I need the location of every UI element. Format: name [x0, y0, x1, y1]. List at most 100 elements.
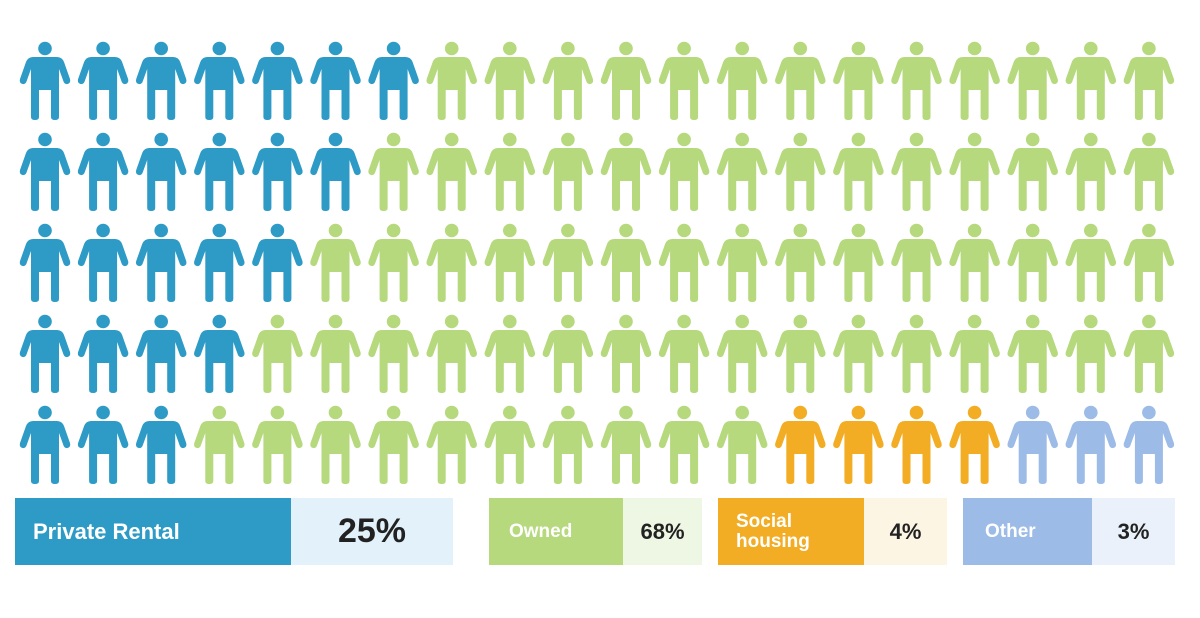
person-owned-icon — [542, 405, 594, 484]
person-owned-icon — [1007, 41, 1058, 120]
person-private-rental-icon — [19, 223, 71, 302]
person-owned-icon — [949, 314, 1000, 393]
person-owned-icon — [310, 223, 361, 302]
person-owned-icon — [426, 41, 477, 120]
legend-value-social-housing: 4% — [864, 498, 947, 565]
person-owned-icon — [833, 223, 884, 302]
person-owned-icon — [600, 405, 652, 484]
legend-label-social-line1: Social — [736, 510, 792, 532]
person-private-rental-icon — [310, 132, 361, 211]
person-owned-icon — [891, 223, 942, 302]
person-private-rental-icon — [19, 405, 71, 484]
person-owned-icon — [833, 314, 884, 393]
person-owned-icon — [426, 132, 477, 211]
person-private-rental-icon — [19, 41, 71, 120]
person-private-rental-icon — [368, 41, 419, 120]
legend-private-rental: Private Rental 25% — [15, 498, 453, 565]
person-owned-icon — [1123, 132, 1175, 211]
person-owned-icon — [1007, 223, 1058, 302]
person-owned-icon — [194, 405, 245, 484]
person-owned-icon — [716, 223, 768, 302]
person-private-rental-icon — [135, 41, 187, 120]
person-owned-icon — [775, 314, 826, 393]
person-private-rental-icon — [194, 41, 245, 120]
person-social-housing-icon — [775, 405, 826, 484]
person-owned-icon — [658, 132, 710, 211]
person-owned-icon — [542, 132, 594, 211]
person-owned-icon — [484, 223, 536, 302]
person-private-rental-icon — [310, 41, 361, 120]
person-owned-icon — [658, 223, 710, 302]
person-owned-icon — [426, 314, 477, 393]
person-owned-icon — [658, 41, 710, 120]
legend-label-private-rental: Private Rental — [15, 498, 291, 565]
person-owned-icon — [716, 405, 768, 484]
person-owned-icon — [368, 314, 419, 393]
person-owned-icon — [600, 223, 652, 302]
person-owned-icon — [1123, 41, 1175, 120]
legend-label-other: Other — [963, 498, 1092, 565]
person-owned-icon — [252, 405, 303, 484]
legend-value-other: 3% — [1092, 498, 1175, 565]
person-private-rental-icon — [77, 223, 129, 302]
person-owned-icon — [775, 132, 826, 211]
person-private-rental-icon — [194, 314, 245, 393]
person-owned-icon — [1123, 314, 1175, 393]
person-owned-icon — [1065, 223, 1117, 302]
person-owned-icon — [1065, 41, 1117, 120]
person-owned-icon — [484, 132, 536, 211]
person-private-rental-icon — [252, 223, 303, 302]
person-other-icon — [1007, 405, 1058, 484]
person-owned-icon — [600, 41, 652, 120]
person-owned-icon — [949, 41, 1000, 120]
person-owned-icon — [949, 132, 1000, 211]
person-owned-icon — [368, 132, 419, 211]
legend-label-owned: Owned — [489, 498, 623, 565]
person-private-rental-icon — [194, 223, 245, 302]
person-owned-icon — [775, 41, 826, 120]
person-owned-icon — [716, 132, 768, 211]
person-owned-icon — [833, 41, 884, 120]
person-owned-icon — [426, 405, 477, 484]
person-owned-icon — [716, 41, 768, 120]
person-owned-icon — [542, 41, 594, 120]
person-owned-icon — [426, 223, 477, 302]
person-owned-icon — [833, 132, 884, 211]
person-owned-icon — [310, 405, 361, 484]
person-private-rental-icon — [135, 132, 187, 211]
person-owned-icon — [775, 223, 826, 302]
person-owned-icon — [252, 314, 303, 393]
person-owned-icon — [484, 41, 536, 120]
person-owned-icon — [368, 405, 419, 484]
person-owned-icon — [1007, 314, 1058, 393]
legend-value-owned: 68% — [623, 498, 702, 565]
person-owned-icon — [716, 314, 768, 393]
legend-other: Other 3% — [963, 498, 1175, 565]
person-social-housing-icon — [833, 405, 884, 484]
person-owned-icon — [600, 132, 652, 211]
person-private-rental-icon — [19, 132, 71, 211]
person-owned-icon — [891, 314, 942, 393]
person-private-rental-icon — [252, 132, 303, 211]
person-owned-icon — [484, 405, 536, 484]
legend-owned: Owned 68% — [489, 498, 702, 565]
person-social-housing-icon — [949, 405, 1000, 484]
person-owned-icon — [1007, 132, 1058, 211]
legend-social-housing: Social housing 4% — [718, 498, 947, 565]
legend-label-social-housing: Social housing — [718, 498, 864, 565]
person-owned-icon — [542, 314, 594, 393]
person-private-rental-icon — [77, 41, 129, 120]
person-private-rental-icon — [135, 314, 187, 393]
person-private-rental-icon — [19, 314, 71, 393]
person-other-icon — [1065, 405, 1117, 484]
person-private-rental-icon — [77, 132, 129, 211]
person-private-rental-icon — [77, 405, 129, 484]
person-owned-icon — [658, 314, 710, 393]
pictogram-grid — [19, 41, 1175, 484]
person-social-housing-icon — [891, 405, 942, 484]
person-owned-icon — [949, 223, 1000, 302]
person-owned-icon — [542, 223, 594, 302]
person-owned-icon — [1065, 132, 1117, 211]
person-owned-icon — [1065, 314, 1117, 393]
person-private-rental-icon — [252, 41, 303, 120]
